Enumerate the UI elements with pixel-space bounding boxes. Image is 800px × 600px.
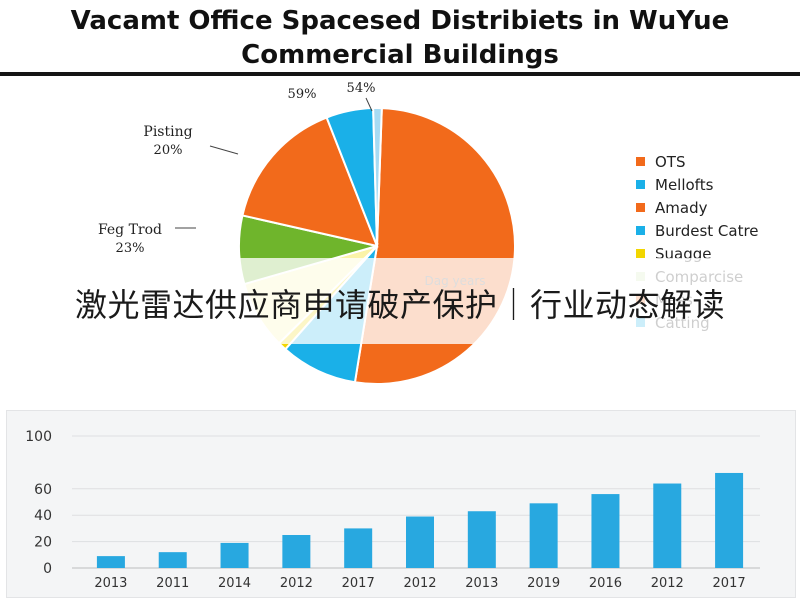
bar-2012 <box>282 535 311 568</box>
overlay-headline: 激光雷达供应商申请破产保护｜行业动态解读 <box>74 286 725 324</box>
legend-item: Amady <box>636 196 796 219</box>
callout-value: 20% <box>154 143 183 158</box>
bar-2013 <box>467 511 496 568</box>
legend-swatch <box>636 249 645 258</box>
chart-title-line-2: Commercial Buildings <box>241 40 559 70</box>
chart-title-line-1: Vacamt Office Spacesed Distribiets in Wu… <box>70 6 730 36</box>
pie-slice-catting <box>372 107 383 247</box>
callout-leader-line <box>365 97 373 112</box>
bar-2014 <box>220 542 249 568</box>
callout-label: Pisting <box>143 124 192 140</box>
bar-2012 <box>653 483 682 568</box>
x-tick-label: 2012 <box>280 576 313 591</box>
callout-leader-line <box>209 145 239 155</box>
bar-2017 <box>344 528 373 568</box>
legend-swatch <box>636 203 645 212</box>
bar-2011 <box>158 552 187 568</box>
y-tick-label: 20 <box>34 535 52 551</box>
x-tick-label: 2013 <box>465 576 498 591</box>
x-tick-label: 2011 <box>156 576 189 591</box>
callout-value: 59% <box>288 87 317 102</box>
bar-2013 <box>96 556 125 568</box>
x-tick-label: 2014 <box>218 576 251 591</box>
x-tick-label: 2017 <box>342 576 375 591</box>
bar-chart: 0 20 40 60 100 2013 2011 2014 2012 2017 2012 2013 20… <box>25 429 760 591</box>
legend-label: Amady <box>655 198 708 217</box>
legend-label: Burdest Catre <box>655 221 759 240</box>
legend-item: OTS <box>636 150 796 173</box>
callout-value: 54% <box>347 81 376 96</box>
x-tick-label: 2016 <box>589 576 622 591</box>
bar-2017 <box>715 472 744 568</box>
legend-swatch <box>636 226 645 235</box>
callout-label: Feg Trod <box>98 222 162 238</box>
x-tick-label: 2012 <box>651 576 684 591</box>
y-tick-label: 100 <box>25 429 52 445</box>
legend-swatch <box>636 180 645 189</box>
pie-slice-pisting <box>241 116 379 248</box>
bar-2016 <box>591 494 620 568</box>
legend-label: Mellofts <box>655 175 714 194</box>
x-tick-label: 2019 <box>527 576 560 591</box>
x-tick-label: 2012 <box>403 576 436 591</box>
legend-label: OTS <box>655 152 686 171</box>
title-bar: Vacamt Office Spacesed Distribiets in Wu… <box>0 0 800 75</box>
bar-2019 <box>529 503 558 568</box>
legend-item: Burdest Catre <box>636 219 796 242</box>
y-tick-label: 0 <box>43 561 52 577</box>
bar-2012 <box>406 516 434 568</box>
callout-value: 23% <box>116 241 145 256</box>
legend-swatch <box>636 157 645 166</box>
y-tick-label: 60 <box>34 482 52 498</box>
overlay-band <box>0 258 800 344</box>
x-tick-label: 2013 <box>94 576 127 591</box>
legend-item: Mellofts <box>636 173 796 196</box>
x-tick-label: 2017 <box>713 576 746 591</box>
title-divider <box>0 72 800 76</box>
y-tick-label: 40 <box>34 508 52 524</box>
